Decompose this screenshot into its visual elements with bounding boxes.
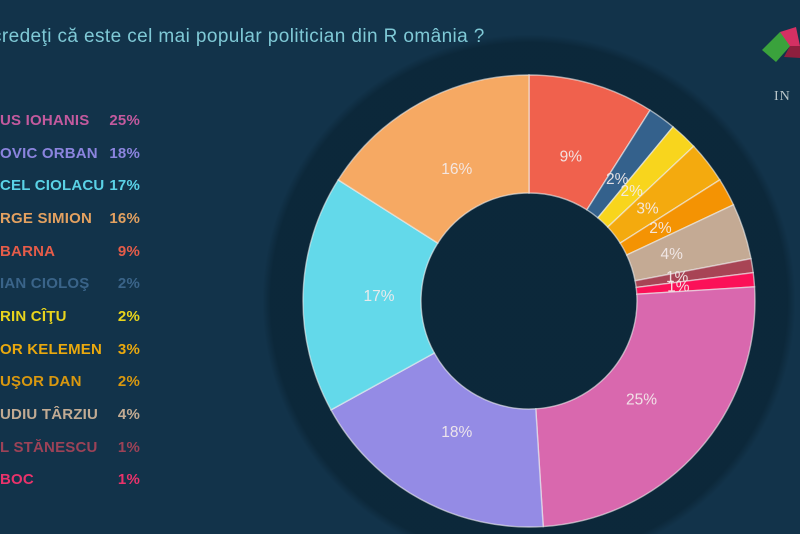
donut-slice-label: 2% — [606, 171, 629, 188]
legend-item-name: UDIU TÂRZIU — [0, 406, 99, 424]
legend-item-name: CEL CIOLACU — [0, 177, 105, 195]
legend-item-value: 1% — [117, 471, 140, 489]
legend-item-value: 3% — [117, 340, 140, 358]
donut-slice-label: 16% — [441, 161, 472, 178]
donut-slice-label: 2% — [649, 220, 672, 237]
legend-item: IAN CIOLOŞ 2% — [0, 267, 140, 300]
donut-slice-label: 3% — [636, 201, 659, 218]
chart-title: credeţi că este cel mai popular politici… — [0, 26, 485, 47]
legend-item-value: 2% — [117, 373, 140, 391]
legend-item-name: BARNA — [0, 242, 56, 260]
legend-item-name: OR KELEMEN — [0, 340, 103, 358]
legend-item-value: 4% — [117, 406, 140, 424]
legend-item-name: UŞOR DAN — [0, 373, 82, 391]
legend-item-value: 9% — [117, 242, 140, 260]
legend-item: CEL CIOLACU 17% — [0, 169, 140, 202]
donut-slice[interactable] — [302, 178, 439, 411]
legend-item-value: 2% — [117, 275, 140, 293]
donut-slice-label: 25% — [626, 392, 657, 409]
legend-item-value: 1% — [117, 438, 140, 456]
logo: IN — [762, 27, 800, 104]
donut-slice-label: 9% — [560, 148, 583, 165]
legend-item-name: RIN CÎŢU — [0, 307, 67, 325]
legend-item-value: 16% — [109, 209, 140, 227]
legend-item-name: L STĂNESCU — [0, 438, 98, 456]
legend-item: RGE SIMION 16% — [0, 202, 140, 235]
legend-item-value: 18% — [109, 144, 140, 162]
legend-item-name: BOC — [0, 471, 34, 489]
legend-item: UDIU TÂRZIU 4% — [0, 398, 140, 431]
donut-slice-label: 2% — [620, 183, 643, 200]
legend-item: UŞOR DAN 2% — [0, 366, 140, 399]
logo-cube-green-face — [762, 32, 792, 62]
legend-item: BARNA 9% — [0, 235, 140, 268]
legend-item-name: US IOHANIS — [0, 111, 90, 129]
donut-slice[interactable] — [330, 352, 544, 528]
donut-slice-label: 4% — [660, 246, 683, 263]
legend-item: US IOHANIS 25% — [0, 104, 140, 137]
legend-item-value: 17% — [109, 177, 140, 195]
legend: US IOHANIS 25% OVIC ORBAN 18% CEL CIOLACU 17%… — [0, 104, 140, 496]
legend-item: RIN CÎŢU 2% — [0, 300, 140, 333]
logo-cube-darkred-face — [784, 46, 800, 58]
legend-item: BOC 1% — [0, 464, 140, 497]
donut-slice[interactable] — [535, 286, 756, 528]
legend-item-name: IAN CIOLOŞ — [0, 275, 90, 293]
logo-cube-crimson-face — [780, 27, 800, 46]
legend-item-value: 25% — [109, 111, 140, 129]
legend-item: OR KELEMEN 3% — [0, 333, 140, 366]
legend-item-name: OVIC ORBAN — [0, 144, 98, 162]
legend-item-name: RGE SIMION — [0, 209, 93, 227]
legend-item-value: 2% — [117, 307, 140, 325]
legend-item: L STĂNESCU 1% — [0, 431, 140, 464]
donut-slice-label: 17% — [364, 288, 395, 305]
legend-item: OVIC ORBAN 18% — [0, 137, 140, 170]
donut-slice-label: 18% — [441, 424, 472, 441]
donut-slice[interactable] — [337, 74, 530, 245]
logo-text: IN — [774, 89, 791, 104]
